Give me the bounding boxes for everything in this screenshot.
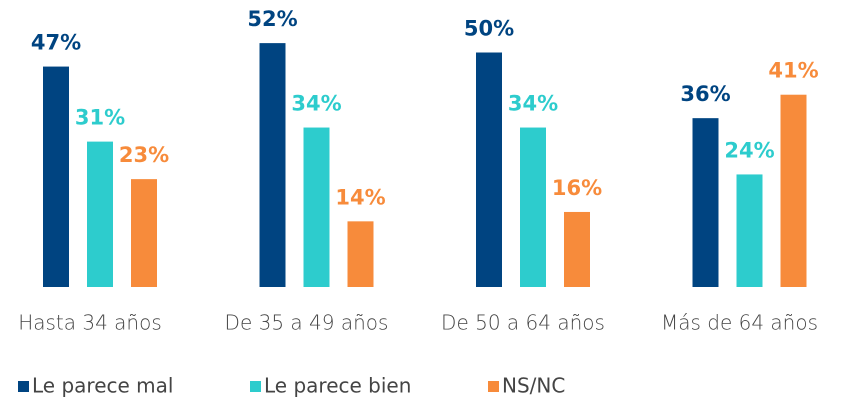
value-label: 47% — [31, 31, 81, 55]
bar — [303, 127, 330, 287]
legend-label: Le parece bien — [264, 374, 411, 398]
value-label: 14% — [335, 185, 385, 209]
value-label: 34% — [508, 92, 558, 116]
legend-label: NS/NC — [502, 374, 565, 398]
bar — [259, 43, 286, 288]
bar — [131, 179, 157, 287]
bar — [564, 211, 590, 287]
legend-swatch — [250, 381, 261, 392]
x-tick-label: Más de 64 años — [661, 311, 818, 335]
bar — [780, 94, 807, 288]
bar — [736, 174, 763, 287]
value-label: 41% — [768, 59, 818, 83]
legend-swatch — [488, 381, 499, 392]
value-label: 36% — [680, 82, 730, 106]
value-label: 50% — [464, 17, 514, 41]
bar — [87, 141, 113, 287]
x-tick-label: De 35 a 49 años — [225, 311, 389, 335]
value-label: 23% — [119, 143, 169, 167]
value-label: 31% — [75, 106, 125, 130]
value-label: 34% — [291, 92, 341, 116]
bar — [692, 118, 719, 287]
x-tick-label: De 50 a 64 años — [441, 311, 605, 335]
bar — [347, 221, 374, 287]
value-label: 24% — [724, 138, 774, 162]
value-label: 16% — [552, 176, 602, 200]
legend-label: Le parece mal — [32, 374, 173, 398]
bar — [476, 52, 502, 287]
bar — [520, 127, 546, 287]
value-label: 52% — [247, 7, 297, 31]
bar — [43, 66, 69, 287]
x-tick-label: Hasta 34 años — [18, 311, 162, 335]
legend-swatch — [18, 381, 29, 392]
